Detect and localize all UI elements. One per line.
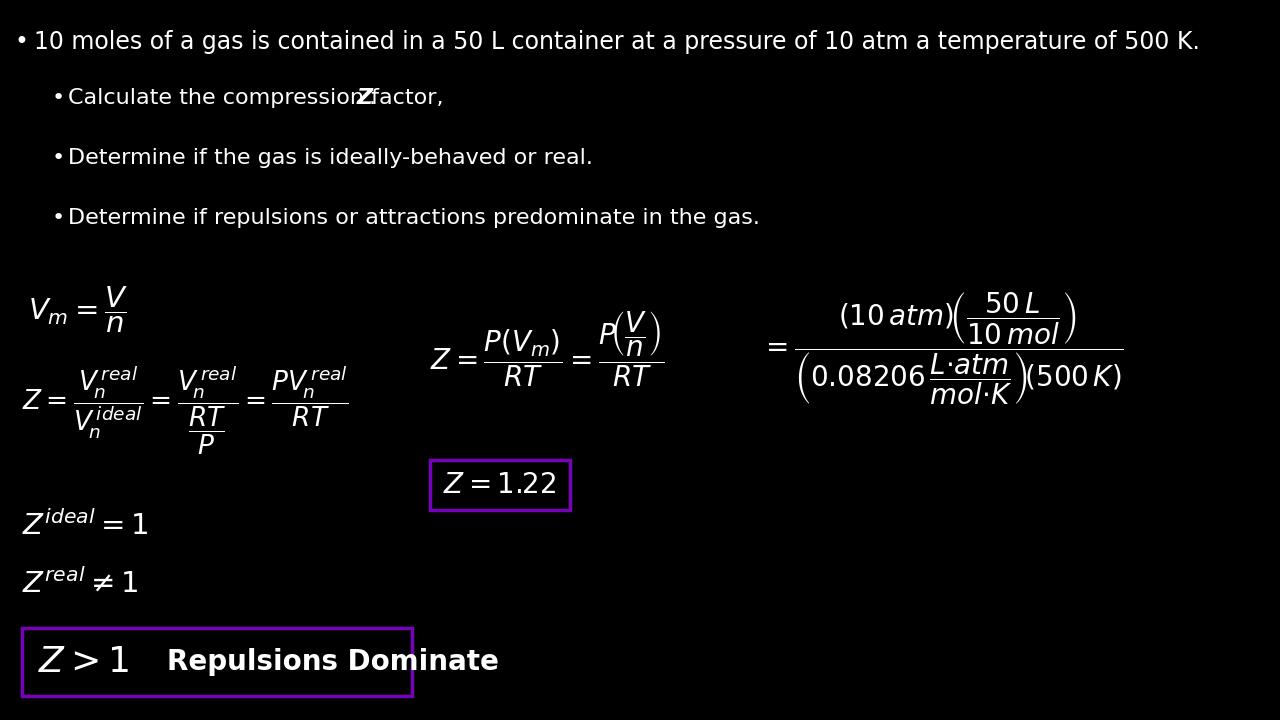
Text: •: •	[52, 88, 65, 108]
Bar	[22, 628, 412, 696]
Text: •: •	[52, 208, 65, 228]
Text: $Z = \dfrac{P(V_m)}{RT} = \dfrac{P\!\left(\dfrac{V}{n}\right)}{RT}$: $Z = \dfrac{P(V_m)}{RT} = \dfrac{P\!\lef…	[430, 310, 664, 390]
Text: 10 moles of a gas is contained in a 50 L container at a pressure of 10 atm a tem: 10 moles of a gas is contained in a 50 L…	[35, 30, 1199, 54]
Text: •: •	[14, 30, 28, 54]
Text: Determine if the gas is ideally-behaved or real.: Determine if the gas is ideally-behaved …	[68, 148, 593, 168]
Text: $= \dfrac{(10\,atm)\!\left(\dfrac{50\,L}{10\,mol}\right)}{\left(0.08206\,\dfrac{: $= \dfrac{(10\,atm)\!\left(\dfrac{50\,L}…	[760, 290, 1124, 407]
Text: Repulsions Dominate: Repulsions Dominate	[166, 648, 499, 676]
Text: $Z^{ideal} = 1$: $Z^{ideal} = 1$	[22, 510, 148, 541]
Bar	[430, 460, 570, 510]
Text: Z: Z	[357, 88, 374, 108]
Text: •: •	[52, 148, 65, 168]
Text: $Z^{real} \neq 1$: $Z^{real} \neq 1$	[22, 568, 138, 598]
Text: $Z = \dfrac{V_{\!n}^{\,real}}{V_{\!n}^{\,ideal}} = \dfrac{V_{\!n}^{\,real}}{\dfr: $Z = \dfrac{V_{\!n}^{\,real}}{V_{\!n}^{\…	[22, 365, 349, 457]
Text: .: .	[369, 88, 376, 108]
Text: $Z = 1.22$: $Z = 1.22$	[443, 471, 557, 499]
Text: Determine if repulsions or attractions predominate in the gas.: Determine if repulsions or attractions p…	[68, 208, 760, 228]
Text: Calculate the compression factor,: Calculate the compression factor,	[68, 88, 451, 108]
Text: $V_m = \dfrac{V}{n}$: $V_m = \dfrac{V}{n}$	[28, 285, 128, 335]
Text: $Z > 1$: $Z > 1$	[38, 645, 129, 679]
